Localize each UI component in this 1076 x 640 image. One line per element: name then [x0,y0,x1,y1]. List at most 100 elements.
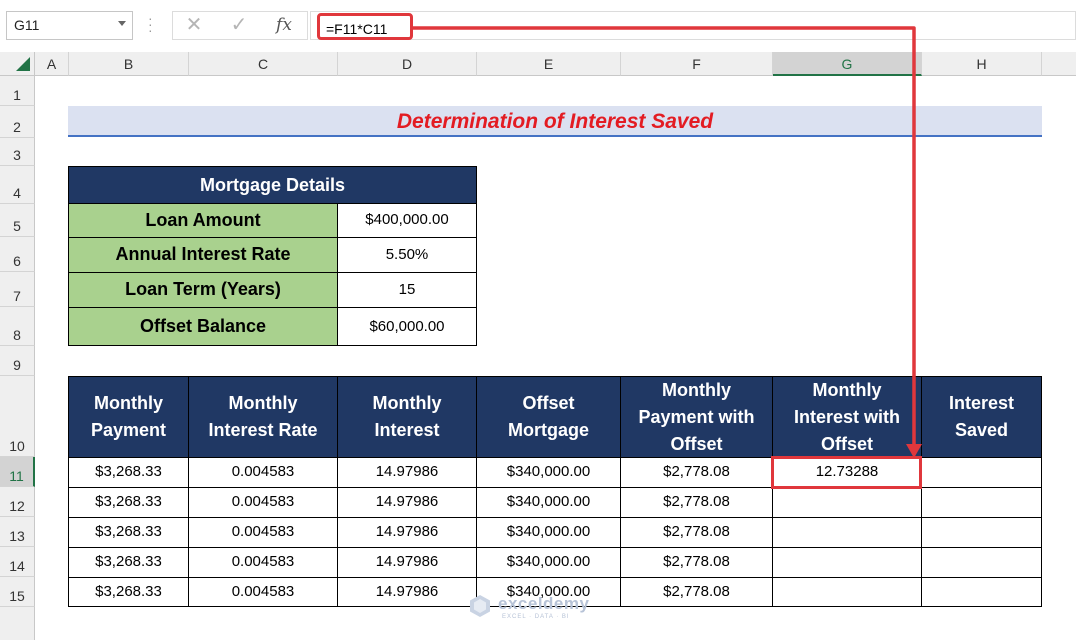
offset-balance-value[interactable]: $60,000.00 [337,307,477,346]
column-header-next[interactable] [1042,52,1076,76]
name-box-value: G11 [14,17,40,33]
mortgage-details-header[interactable]: Mortgage Details [68,166,477,204]
header-interest-saved[interactable]: Interest Saved [921,376,1042,458]
table-cell[interactable] [772,547,922,578]
table-cell[interactable]: $2,778.08 [620,517,773,548]
select-all-icon [16,57,30,71]
header-text: Monthly Payment with Offset [638,379,755,454]
table-cell[interactable]: $3,268.33 [68,487,189,518]
table-cell[interactable] [921,577,1042,607]
row-header-10[interactable]: 10 [0,376,35,457]
header-text: Monthly Interest [372,393,442,440]
column-header-b[interactable]: B [69,52,189,76]
row-header-11[interactable]: 11 [0,457,35,487]
table-cell[interactable]: $340,000.00 [476,547,621,578]
header-monthly-interest[interactable]: Monthly Interest [337,376,477,458]
formula-buttons-group [172,11,308,40]
column-header-g[interactable]: G [773,52,922,76]
row-header-12[interactable]: 12 [0,487,35,517]
row-header-15[interactable]: 15 [0,577,35,607]
table-cell[interactable]: $3,268.33 [68,577,189,607]
enter-icon[interactable]: ✓ [230,14,248,36]
header-text: Monthly Interest with Offset [793,379,900,454]
row-header-8[interactable]: 8 [0,307,35,346]
table-cell[interactable]: $3,268.33 [68,547,189,578]
table-cell[interactable] [921,547,1042,578]
header-monthly-interest-rate[interactable]: Monthly Interest Rate [188,376,338,458]
loan-amount-label[interactable]: Loan Amount [68,203,338,238]
column-header-c[interactable]: C [189,52,338,76]
table-cell[interactable] [921,457,1042,488]
table-cell[interactable]: $2,778.08 [620,457,773,488]
row-header-14[interactable]: 14 [0,547,35,577]
grip-dots-icon: · · · [148,10,153,38]
table-cell[interactable]: 0.004583 [188,517,338,548]
table-cell[interactable]: 14.97986 [337,547,477,578]
annual-interest-rate-label[interactable]: Annual Interest Rate [68,237,338,273]
row-header-2[interactable]: 2 [0,106,35,138]
table-cell[interactable]: 0.004583 [188,487,338,518]
table-cell[interactable]: 14.97986 [337,487,477,518]
cell-highlight-box [771,456,922,489]
column-header-f[interactable]: F [621,52,773,76]
table-cell[interactable] [772,487,922,518]
table-cell[interactable]: $2,778.08 [620,547,773,578]
table-cell[interactable]: $340,000.00 [476,577,621,607]
table-cell[interactable]: $340,000.00 [476,487,621,518]
row-header-5[interactable]: 5 [0,204,35,237]
table-cell[interactable]: $2,778.08 [620,577,773,607]
formula-input[interactable] [310,11,1076,40]
column-header-d[interactable]: D [338,52,477,76]
row-header-16[interactable] [0,607,35,640]
table-cell[interactable] [772,577,922,607]
column-header-a[interactable]: A [35,52,69,76]
row-header-7[interactable]: 7 [0,272,35,307]
table-cell[interactable] [772,517,922,548]
loan-term-label[interactable]: Loan Term (Years) [68,272,338,308]
table-cell[interactable]: $340,000.00 [476,457,621,488]
table-cell[interactable] [921,517,1042,548]
table-cell[interactable]: $3,268.33 [68,517,189,548]
header-text: Monthly Payment [90,393,167,440]
watermark-tagline: EXCEL · DATA · BI [502,614,570,620]
watermark-logo: exceldemy EXCEL · DATA · BI [466,592,616,624]
annual-interest-rate-value[interactable]: 5.50% [337,237,477,273]
exceldemy-logo-icon [470,595,490,617]
chevron-down-icon[interactable] [118,21,126,26]
table-cell[interactable]: 14.97986 [337,457,477,488]
row-header-3[interactable]: 3 [0,138,35,166]
formula-text[interactable]: =F11*C11 [317,13,413,40]
column-header-e[interactable]: E [477,52,621,76]
table-cell[interactable] [921,487,1042,518]
row-header-1[interactable]: 1 [0,76,35,106]
loan-term-value[interactable]: 15 [337,272,477,308]
row-header-9[interactable]: 9 [0,346,35,376]
header-monthly-payment[interactable]: Monthly Payment [68,376,189,458]
insert-function-button[interactable]: fx [276,15,292,35]
select-all-corner[interactable] [0,52,35,76]
header-monthly-payment-with-offset[interactable]: Monthly Payment with Offset [620,376,773,458]
row-header-13[interactable]: 13 [0,517,35,547]
column-header-h[interactable]: H [922,52,1042,76]
header-monthly-interest-with-offset[interactable]: Monthly Interest with Offset [772,376,922,458]
header-text: Monthly Interest Rate [208,393,318,440]
page-title[interactable]: Determination of Interest Saved [396,110,714,133]
row-header-6[interactable]: 6 [0,237,35,272]
table-cell[interactable]: $3,268.33 [68,457,189,488]
header-offset-mortgage[interactable]: Offset Mortgage [476,376,621,458]
table-cell[interactable]: 0.004583 [188,577,338,607]
table-cell[interactable]: $2,778.08 [620,487,773,518]
header-text: Interest Saved [948,393,1015,440]
offset-balance-label[interactable]: Offset Balance [68,307,338,346]
watermark-name: exceldemy [498,594,590,613]
row-header-4[interactable]: 4 [0,166,35,204]
table-cell[interactable]: 14.97986 [337,517,477,548]
table-cell[interactable]: 0.004583 [188,547,338,578]
table-cell[interactable]: 14.97986 [337,577,477,607]
name-box[interactable]: G11 [6,11,133,40]
table-cell[interactable]: 0.004583 [188,457,338,488]
header-text: Offset Mortgage [508,393,589,440]
table-cell[interactable]: $340,000.00 [476,517,621,548]
loan-amount-value[interactable]: $400,000.00 [337,203,477,238]
cancel-icon[interactable]: ✕ [185,14,203,36]
